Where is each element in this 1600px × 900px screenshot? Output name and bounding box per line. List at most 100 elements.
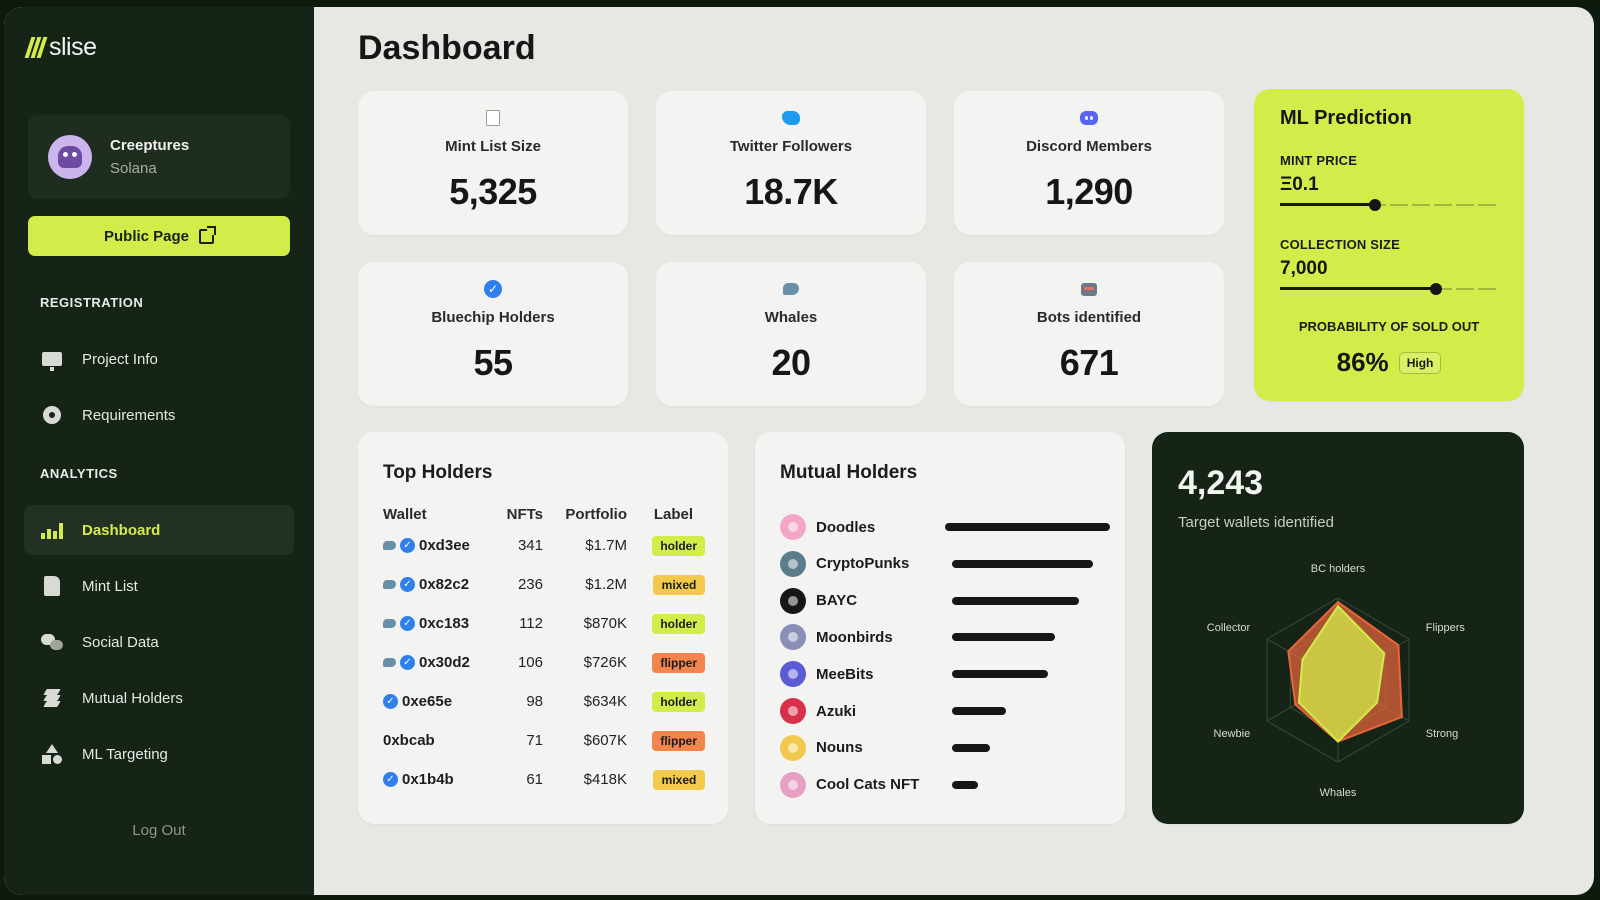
mutual-share-bar (952, 633, 1055, 642)
probability-value: 86% (1336, 347, 1389, 377)
shapes-icon (40, 743, 64, 765)
list-item[interactable]: Azuki (780, 698, 1110, 724)
collection-avatar-icon (780, 771, 806, 798)
list-item[interactable]: Cool Cats NFT (780, 771, 1110, 798)
public-page-button[interactable]: Public Page (28, 216, 290, 256)
radar-axis-label: Newbie (1214, 728, 1251, 740)
list-item[interactable]: Moonbirds (780, 624, 1110, 651)
table-row[interactable]: ✓ 0xe65e 98 $634K holder (383, 682, 705, 721)
table-row[interactable]: ✓ 0xc183 112 $870K holder (383, 604, 705, 643)
table-row[interactable]: ✓ 0xd3ee 341 $1.7M holder (383, 526, 705, 565)
whale-icon (782, 281, 800, 297)
table-header-row: Wallet NFTs Portfolio Label (383, 502, 705, 526)
project-switcher[interactable]: Creeptures Solana (28, 115, 290, 199)
sidebar-item-mint-list[interactable]: Mint List (24, 561, 294, 611)
table-row[interactable]: ✓ 0x30d2 106 $726K flipper (383, 643, 705, 682)
radar-axis-label: Flippers (1426, 622, 1466, 634)
project-name: Creeptures (110, 137, 190, 154)
list-item[interactable]: Doodles (780, 514, 1110, 540)
discord-icon (1080, 110, 1098, 126)
wallet-label-badge: flipper (652, 652, 705, 673)
page-title: Dashboard (358, 29, 536, 67)
portfolio-cell: $418K (583, 771, 627, 788)
verified-check-icon: ✓ (383, 772, 398, 787)
chart-icon (40, 519, 64, 541)
brand-logo[interactable]: slise (24, 33, 97, 62)
radar-series-area (1297, 604, 1386, 743)
label-cell: flipper (627, 721, 705, 760)
list-item[interactable]: MeeBits (780, 661, 1110, 688)
wallet-cell: ✓ 0xe65e (383, 682, 493, 721)
mint-price-value: Ξ0.1 (1280, 174, 1319, 195)
sidebar-item-label: Requirements (82, 406, 176, 424)
ml-prediction-title: ML Prediction (1280, 107, 1412, 129)
probability-label: PROBABILITY OF SOLD OUT (1298, 319, 1480, 334)
column-header-label: Label (653, 505, 693, 523)
collection-name: Nouns (816, 739, 863, 757)
collection-name: Doodles (816, 518, 876, 536)
wallet-address[interactable]: 0xbcab (383, 732, 435, 749)
whale-icon (383, 580, 396, 589)
stat-card-twitter-followers: Twitter Followers 18.7K (656, 91, 926, 235)
sidebar-item-mutual-holders[interactable]: Mutual Holders (24, 673, 294, 723)
sidebar-item-dashboard[interactable]: Dashboard (24, 505, 294, 555)
mutual-share-bar (952, 743, 990, 752)
radar-axis-label: BC holders (1311, 563, 1366, 575)
wallet-address[interactable]: 0xd3ee (419, 537, 470, 554)
document-icon (40, 575, 64, 597)
sidebar-item-project-info[interactable]: Project Info (24, 334, 294, 384)
collection-avatar-icon (780, 661, 806, 688)
mint-price-slider[interactable] (1280, 198, 1496, 212)
table-row[interactable]: ✓ 0x82c2 236 $1.2M mixed (383, 565, 705, 604)
stat-label: Bots identified (1036, 309, 1142, 326)
wallet-address[interactable]: 0xe65e (402, 693, 453, 710)
wallet-cell: ✓ 0x82c2 (383, 565, 493, 604)
mutual-holders-title: Mutual Holders (780, 462, 918, 483)
collection-name: Cool Cats NFT (816, 776, 920, 794)
stat-value: 1,290 (1045, 171, 1133, 212)
list-item[interactable]: BAYC (780, 587, 1110, 614)
list-item[interactable]: Nouns (780, 734, 1110, 761)
external-link-icon (199, 225, 217, 244)
slider-handle[interactable] (1369, 199, 1382, 211)
wallet-cell: ✓ 0x1b4b (383, 760, 493, 799)
wallet-label-badge: holder (652, 535, 705, 556)
stat-label: Bluechip Holders (431, 309, 555, 326)
nfts-cell: 106 (517, 654, 543, 671)
sidebar-item-requirements[interactable]: Requirements (24, 390, 294, 440)
radar-axis-label: Whales (1320, 787, 1357, 799)
label-cell: mixed (627, 565, 705, 604)
table-row[interactable]: 0xbcab 71 $607K flipper (383, 721, 705, 760)
target-wallets-count: 4,243 (1178, 464, 1264, 502)
logout-link[interactable]: Log Out (132, 822, 186, 839)
sidebar-item-label: Project Info (82, 350, 158, 368)
collection-size-slider[interactable] (1280, 282, 1496, 296)
collection-name: Moonbirds (816, 628, 893, 646)
collection-name: Azuki (816, 702, 857, 720)
stat-value: 55 (473, 342, 513, 383)
registration-section-label: REGISTRATION (40, 295, 144, 310)
collection-size-label: COLLECTION SIZE (1280, 237, 1400, 252)
mutual-share-bar (952, 559, 1093, 568)
wallet-address[interactable]: 0x1b4b (402, 771, 454, 788)
table-row[interactable]: ✓ 0x1b4b 61 $418K mixed (383, 760, 705, 799)
sidebar-item-social-data[interactable]: Social Data (24, 617, 294, 667)
list-item[interactable]: CryptoPunks (780, 550, 1110, 577)
public-page-label: Public Page (103, 227, 190, 245)
wallet-cell: ✓ 0x30d2 (383, 643, 493, 682)
chat-icon (40, 631, 64, 653)
sidebar-item-label: Mutual Holders (82, 689, 183, 707)
sidebar-item-ml-targeting[interactable]: ML Targeting (24, 729, 294, 779)
collection-name: BAYC (816, 592, 858, 610)
slider-handle[interactable] (1429, 283, 1442, 295)
stat-value: 18.7K (744, 171, 838, 212)
collection-avatar-icon (780, 550, 806, 577)
wallet-address[interactable]: 0x82c2 (419, 576, 470, 593)
whale-icon (383, 658, 396, 667)
wallet-address[interactable]: 0xc183 (419, 615, 470, 632)
verified-check-icon: ✓ (400, 616, 415, 631)
nfts-cell: 112 (519, 615, 543, 632)
nfts-cell: 71 (526, 732, 543, 749)
wallet-address[interactable]: 0x30d2 (419, 654, 470, 671)
stat-card-whales: Whales 20 (656, 262, 926, 406)
